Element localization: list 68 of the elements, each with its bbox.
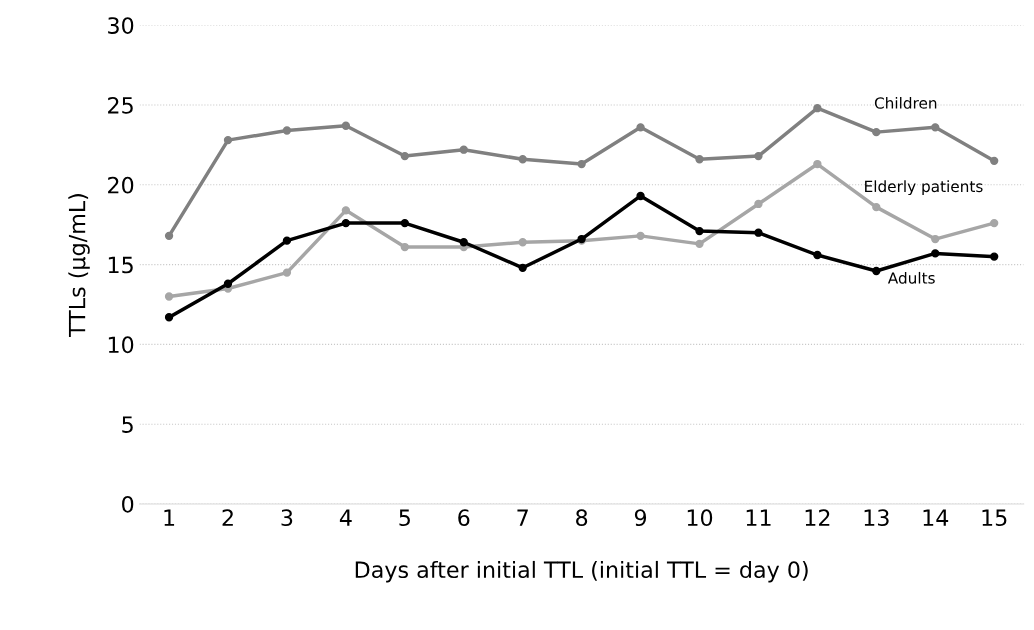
y-tick-label: 10 (108, 336, 134, 354)
x-tick-label: 14 (923, 509, 949, 526)
x-axis-title: Days after initial TTL (initial TTL = day 0) (355, 560, 808, 583)
point (872, 266, 881, 276)
point (164, 231, 174, 241)
point (695, 226, 704, 236)
point (754, 151, 763, 161)
x-tick-label: 13 (864, 509, 889, 527)
point (400, 242, 409, 252)
x-tick-label: 5 (399, 509, 410, 527)
point (223, 135, 233, 145)
point (282, 236, 292, 245)
x-tick-label: 7 (517, 509, 528, 526)
x-tick-label: 9 (634, 509, 647, 527)
x-tick-label: 3 (281, 509, 293, 527)
point (400, 151, 409, 161)
point (341, 121, 351, 130)
series-label: Adults (887, 271, 935, 284)
point (577, 159, 586, 169)
point (813, 250, 822, 260)
point (518, 155, 527, 164)
point (813, 159, 822, 169)
point (282, 126, 292, 135)
x-tick-label: 15 (982, 509, 1007, 527)
x-tick-label: 8 (576, 509, 588, 527)
point (518, 263, 527, 272)
point (931, 123, 940, 132)
point (754, 228, 763, 237)
point (813, 104, 822, 113)
x-tick-label: 2 (222, 509, 233, 526)
x-tick-label: 11 (746, 509, 771, 526)
point (459, 238, 468, 247)
point (931, 234, 940, 244)
y-tick-label: 5 (122, 416, 133, 433)
point (459, 145, 468, 154)
y-tick-label: 20 (108, 176, 134, 194)
point (695, 239, 704, 249)
point (872, 127, 881, 137)
point (164, 292, 174, 301)
point (518, 238, 527, 247)
point (931, 249, 940, 258)
x-tick-label: 4 (339, 509, 352, 526)
series-label: Children (874, 96, 937, 109)
point (990, 218, 999, 228)
point (872, 202, 881, 212)
y-tick-label: 30 (108, 17, 134, 34)
point (754, 199, 763, 209)
y-tick-label: 15 (108, 256, 133, 274)
y-axis-title: TTLs (µg/mL) (68, 194, 90, 338)
point (990, 252, 999, 261)
y-tick-label: 0 (122, 495, 134, 513)
point (636, 231, 645, 241)
point (223, 279, 233, 288)
point (341, 218, 351, 228)
x-tick-label: 1 (164, 509, 175, 526)
point (341, 206, 351, 215)
x-tick-label: 6 (458, 509, 470, 527)
point (990, 156, 999, 166)
point (695, 155, 704, 164)
point (400, 218, 409, 228)
point (636, 123, 645, 132)
point (164, 313, 174, 322)
point (636, 191, 645, 201)
x-tick-label: 10 (687, 509, 713, 527)
series-label: Elderly patients (865, 180, 983, 196)
x-tick-label: 12 (805, 509, 830, 526)
y-tick-label: 25 (108, 96, 133, 114)
point (282, 268, 292, 277)
